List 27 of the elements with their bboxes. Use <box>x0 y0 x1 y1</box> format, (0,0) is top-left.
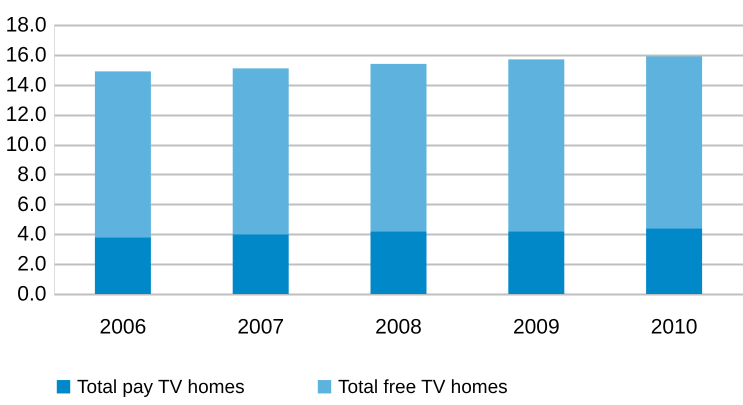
y-tick-label: 10.0 <box>6 133 46 156</box>
y-tick-label: 14.0 <box>6 73 46 96</box>
x-tick-label: 2007 <box>237 316 284 338</box>
y-tick-label: 2.0 <box>17 252 46 276</box>
y-tick-label: 4.0 <box>17 222 46 246</box>
y-tick-label: 12.0 <box>6 103 46 126</box>
bar <box>370 64 426 232</box>
bar <box>370 231 426 294</box>
bar <box>646 56 702 228</box>
y-tick-label: 18.0 <box>6 14 46 36</box>
y-tick-label: 6.0 <box>17 192 46 216</box>
bar <box>94 237 151 294</box>
bar <box>232 234 289 294</box>
bar <box>94 71 151 238</box>
legend-label: Total free TV homes <box>338 376 508 398</box>
bar <box>508 231 564 294</box>
x-tick-label: 2008 <box>375 316 422 338</box>
bar <box>232 68 289 234</box>
y-tick-label: 16.0 <box>6 43 46 66</box>
legend-label: Total pay TV homes <box>77 376 245 398</box>
bar <box>508 59 564 232</box>
x-tick-label: 2006 <box>100 316 146 338</box>
x-tick-label: 2010 <box>650 316 698 338</box>
y-tick-label: 0.0 <box>17 282 46 306</box>
x-tick-label: 2009 <box>512 316 560 338</box>
y-tick-label: 8.0 <box>17 162 46 186</box>
bar <box>646 228 702 294</box>
